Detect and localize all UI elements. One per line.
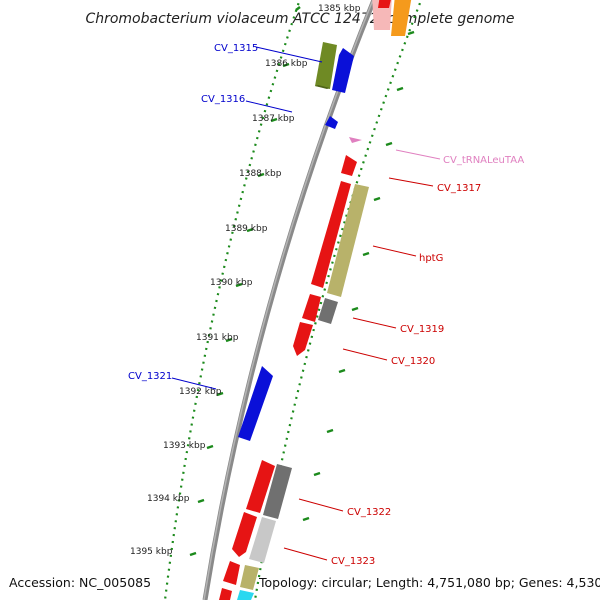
trna-marker[interactable]: [349, 137, 362, 143]
gene-label-cv1317[interactable]: CV_1317: [437, 183, 481, 194]
gene-label-cv1320[interactable]: CV_1320: [391, 356, 435, 367]
gene-cv1322-gray[interactable]: [263, 464, 292, 519]
gene-cv1316[interactable]: [325, 116, 338, 129]
gene-label-cv1323[interactable]: CV_1323: [331, 556, 375, 567]
kbp-label: 1394 kbp: [147, 494, 190, 504]
label-leader-lines: [171, 46, 441, 561]
kbp-label: 1393 kbp: [163, 441, 206, 451]
gene-label-cv1321[interactable]: CV_1321: [128, 371, 172, 382]
gene-cv1320[interactable]: [293, 322, 313, 356]
kbp-label: 1386 kbp: [265, 59, 308, 69]
gene-cv1322-red[interactable]: [246, 460, 275, 513]
gene-label-cv1315[interactable]: CV_1315: [214, 43, 258, 54]
gene-red-bottom[interactable]: [223, 561, 240, 585]
gene-label-cv1316[interactable]: CV_1316: [201, 94, 245, 105]
gene-top-orange[interactable]: [391, 0, 412, 36]
left-track-ticks: [189, 6, 301, 557]
gene-label-cv1319[interactable]: CV_1319: [400, 324, 444, 335]
kbp-label: 1385 kbp: [318, 4, 361, 14]
kbp-label: 1389 kbp: [225, 224, 268, 234]
gene-label-trna[interactable]: CV_tRNALeuTAA: [443, 155, 524, 166]
gene-cv1319-red[interactable]: [302, 294, 321, 322]
kbp-label: 1391 kbp: [196, 333, 239, 343]
gene-labels: CV_1315 CV_1316 CV_1321 CV_tRNALeuTAA CV…: [128, 43, 524, 567]
left-dotted-track: [163, 0, 301, 600]
gene-cv1317[interactable]: [341, 155, 357, 176]
gene-cv1315-blue[interactable]: [332, 48, 354, 93]
accession-text: Accession: NC_005085: [9, 575, 151, 590]
kbp-label: 1395 kbp: [130, 547, 173, 557]
gene-khaki-bottom[interactable]: [240, 565, 259, 590]
gene-hptg[interactable]: [327, 184, 369, 297]
gene-label-cv1322[interactable]: CV_1322: [347, 507, 391, 518]
kbp-label: 1392 kbp: [179, 387, 222, 397]
gene-cv1321[interactable]: [238, 366, 273, 441]
topology-text: Topology: circular; Length: 4,751,080 bp…: [258, 575, 600, 590]
right-track-ticks: [302, 30, 415, 522]
kbp-label: 1388 kbp: [239, 169, 282, 179]
gene-cv1323-red[interactable]: [232, 512, 257, 557]
kbp-labels: 1385 kbp 1386 kbp 1387 kbp 1388 kbp 1389…: [130, 4, 361, 557]
gene-cv1315-olive[interactable]: [315, 42, 337, 89]
gene-cv1319-gray[interactable]: [318, 298, 338, 324]
gene-label-hptg[interactable]: hptG: [419, 253, 443, 264]
gene-cyan-edge[interactable]: [237, 590, 254, 600]
genome-title: Chromobacterium violaceum ATCC 12472, co…: [85, 11, 514, 27]
gene-cv1323-gray[interactable]: [249, 517, 276, 563]
kbp-label: 1387 kbp: [252, 114, 295, 124]
gene-top-red[interactable]: [378, 0, 392, 8]
gene-red-long[interactable]: [311, 181, 351, 288]
gene-red-edge[interactable]: [219, 588, 232, 600]
kbp-label: 1390 kbp: [210, 278, 253, 288]
